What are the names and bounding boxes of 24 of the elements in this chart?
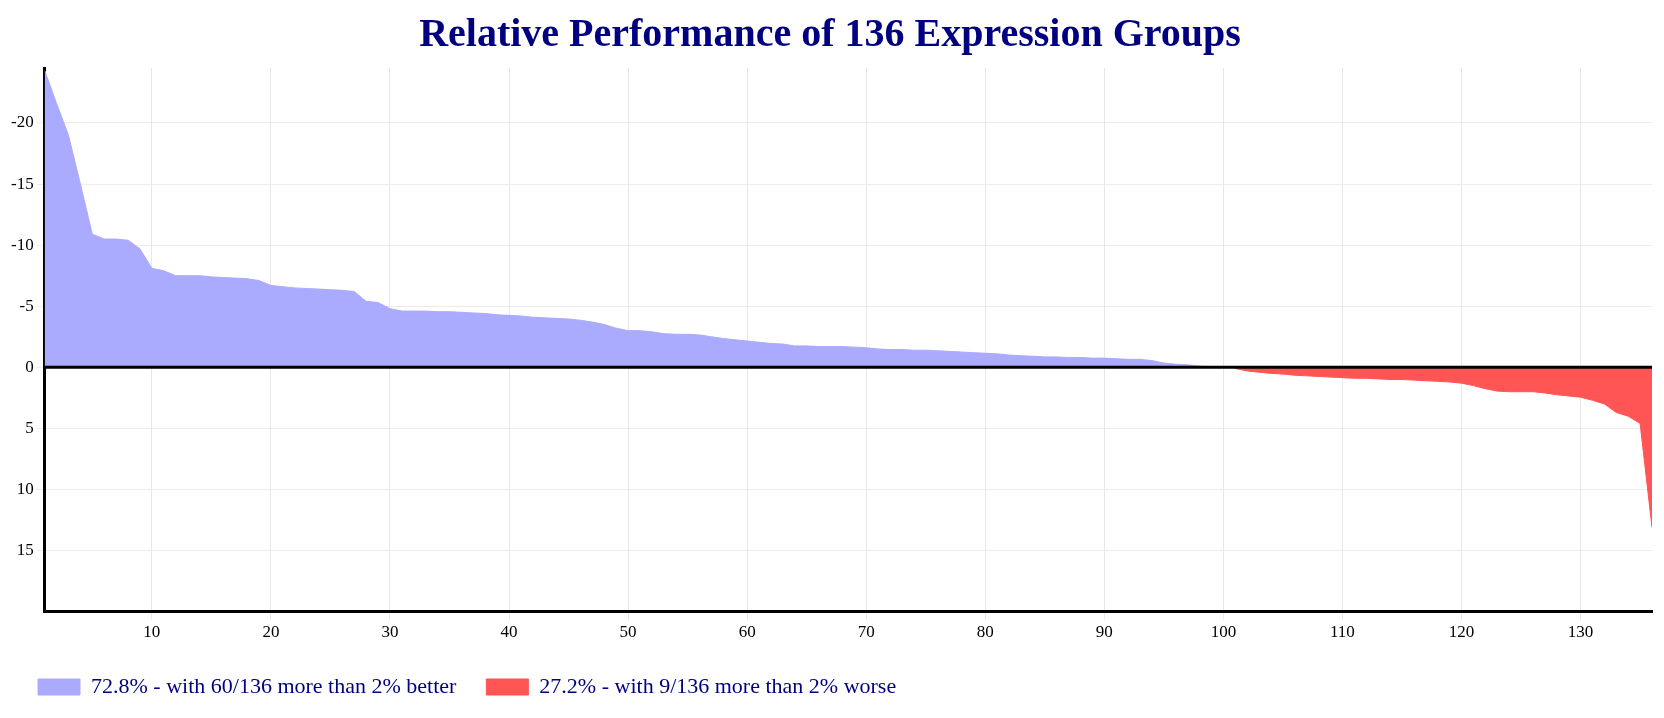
- y-tick-label: 0: [25, 356, 34, 376]
- y-tick-label: -20: [10, 112, 34, 132]
- y-tick-label: -10: [10, 234, 34, 254]
- x-tick-label: 130: [1567, 622, 1594, 642]
- x-tick-label: 30: [381, 622, 399, 642]
- x-tick-label: 80: [976, 622, 994, 642]
- x-tick-label: 120: [1448, 622, 1475, 642]
- legend-label: 72.8% - with 60/136 more than 2% better: [91, 672, 458, 698]
- y-tick-label: -15: [10, 173, 34, 193]
- x-tick-label: 60: [738, 622, 756, 642]
- x-tick-label: 40: [500, 622, 518, 642]
- y-tick-label: 5: [25, 417, 34, 437]
- x-tick-label: 90: [1095, 622, 1113, 642]
- legend-label: 27.2% - with 9/136 more than 2% worse: [539, 672, 897, 698]
- y-tick-label: 15: [16, 539, 34, 559]
- x-tick-label: 20: [262, 622, 280, 642]
- x-tick-label: 70: [857, 622, 875, 642]
- x-tick-label: 50: [619, 622, 637, 642]
- chart-title: Relative Performance of 136 Expression Groups: [419, 10, 1241, 56]
- x-tick-label: 10: [143, 622, 161, 642]
- y-tick-label: 10: [16, 478, 34, 498]
- y-tick-label: -5: [19, 295, 34, 315]
- x-tick-label: 100: [1210, 622, 1237, 642]
- x-tick-label: 110: [1330, 622, 1355, 642]
